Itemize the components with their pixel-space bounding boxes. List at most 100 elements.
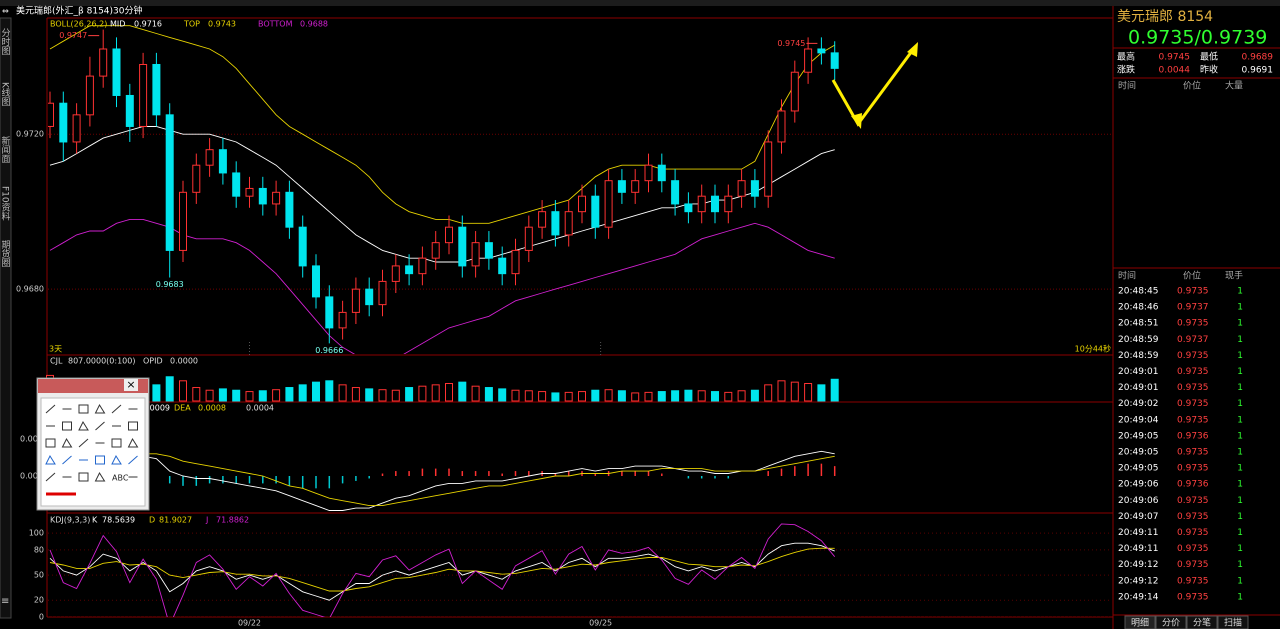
- sidebar-tab[interactable]: 期货圈: [0, 240, 10, 268]
- tool-icon[interactable]: [128, 455, 138, 465]
- volume-bar: [445, 383, 453, 402]
- link-icon[interactable]: ⇔: [2, 7, 9, 16]
- volume-bar: [272, 389, 281, 402]
- footer-left: 3天: [49, 345, 62, 354]
- candle-body: [484, 242, 493, 259]
- trade-time: 20:49:05: [1118, 431, 1158, 441]
- volume-bar: [498, 388, 507, 402]
- trade-price: 0.9735: [1177, 319, 1209, 329]
- volume-bar: [192, 387, 201, 402]
- tool-icon[interactable]: [78, 472, 89, 482]
- tool-icon[interactable]: [94, 471, 106, 482]
- candle-body: [764, 141, 773, 197]
- tool-icon[interactable]: [78, 404, 89, 414]
- tool-icon[interactable]: [111, 438, 122, 448]
- tab-label[interactable]: 分价: [1162, 618, 1180, 629]
- volume-bar: [391, 389, 400, 402]
- candle-body: [139, 63, 148, 127]
- volume-bar: [724, 391, 733, 402]
- volume-bar: [405, 387, 414, 402]
- volume-bar: [471, 385, 480, 402]
- tab[interactable]: [1217, 615, 1249, 629]
- sidebar-tab[interactable]: 分时图: [0, 28, 10, 56]
- legend-value: 0.0009: [142, 404, 170, 413]
- opid-value: 0.0000: [170, 357, 198, 366]
- candle-body: [777, 110, 786, 143]
- sidebar-tab[interactable]: 新闻面: [0, 135, 10, 164]
- tool-icon[interactable]: [62, 421, 72, 431]
- volume-bar: [750, 389, 759, 402]
- trade-qty: 1: [1237, 464, 1243, 474]
- trade-qty: 1: [1237, 319, 1243, 329]
- tool-icon[interactable]: [95, 455, 105, 465]
- tool-icon[interactable]: [94, 403, 106, 414]
- toolbox-body: [40, 397, 146, 507]
- menu-icon[interactable]: ≡: [1, 596, 9, 607]
- candle-body: [591, 195, 600, 228]
- footer-right: 10分44秒: [1075, 344, 1111, 354]
- volume-bar: [152, 384, 161, 402]
- close-button[interactable]: [124, 379, 138, 391]
- trade-qty: 1: [1237, 431, 1243, 441]
- tool-icon[interactable]: [127, 437, 139, 448]
- tool-text[interactable]: ABC: [112, 474, 129, 483]
- trade-price: 0.9735: [1177, 464, 1209, 474]
- quote-name: 美元瑞郎 8154: [1117, 9, 1213, 25]
- window-title: 美元瑞郎(外汇_β 8154)30分钟: [16, 5, 142, 17]
- candle-body: [179, 191, 187, 251]
- volume-params: 807.0000(0:100): [68, 357, 135, 366]
- candle-body: [312, 265, 320, 298]
- volume-bar: [657, 391, 666, 402]
- tab[interactable]: [1124, 615, 1156, 629]
- candle-body: [285, 191, 294, 228]
- quote-value: 0.0044: [1159, 66, 1191, 76]
- volume-bar: [711, 391, 719, 402]
- trade-price: 0.9737: [1177, 335, 1209, 345]
- legend-name: TOP: [183, 20, 200, 29]
- tab[interactable]: [1186, 615, 1218, 629]
- drawing-toolbox[interactable]: × ABC: [36, 377, 150, 511]
- close-icon[interactable]: ×: [126, 378, 135, 391]
- trade-time: 20:49:12: [1118, 576, 1158, 586]
- trade-price: 0.9735: [1177, 351, 1209, 361]
- tab-label[interactable]: 扫描: [1224, 617, 1242, 629]
- trade-price: 0.9735: [1177, 415, 1209, 425]
- trade-qty: 1: [1237, 415, 1243, 425]
- trade-qty: 1: [1237, 287, 1243, 297]
- indicator-line: [49, 448, 835, 511]
- tab-label[interactable]: 明细: [1131, 617, 1149, 629]
- tool-icon[interactable]: [45, 404, 56, 414]
- kdj-plot: [48, 523, 1112, 617]
- y-tick-label: 50: [34, 571, 44, 580]
- y-tick-label: 0.9680: [16, 285, 44, 294]
- candle-body: [192, 164, 201, 193]
- tool-icon[interactable]: [45, 472, 56, 482]
- trade-price: 0.9735: [1177, 576, 1209, 586]
- tab[interactable]: [1155, 615, 1187, 629]
- sidebar-tab[interactable]: K线图: [0, 82, 10, 107]
- list-header: 价位: [1183, 270, 1201, 282]
- macd-value: 0.0004: [246, 404, 274, 413]
- tool-icon[interactable]: [111, 454, 122, 465]
- tab-label[interactable]: 分笔: [1193, 617, 1211, 629]
- tool-icon[interactable]: [61, 437, 73, 448]
- sidebar-tab[interactable]: F10资料: [0, 186, 10, 222]
- y-tick-label: 0.00: [20, 472, 38, 481]
- candle-body: [684, 203, 693, 213]
- tool-icon[interactable]: [62, 455, 72, 465]
- trade-time: 20:49:11: [1118, 544, 1158, 554]
- tool-icon[interactable]: [78, 420, 89, 431]
- tool-icon[interactable]: [111, 404, 122, 414]
- candle-body: [365, 288, 374, 306]
- tool-icon[interactable]: [128, 421, 138, 431]
- candle-body: [112, 48, 121, 96]
- volume-bar: [790, 381, 799, 402]
- trade-qty: 1: [1237, 383, 1243, 393]
- tool-icon[interactable]: [45, 438, 56, 448]
- extreme-label: 0.9745: [777, 39, 805, 48]
- tool-icon[interactable]: [45, 454, 56, 465]
- tool-icon[interactable]: [78, 438, 89, 448]
- tool-icon[interactable]: [95, 421, 105, 431]
- candle-body: [724, 195, 733, 213]
